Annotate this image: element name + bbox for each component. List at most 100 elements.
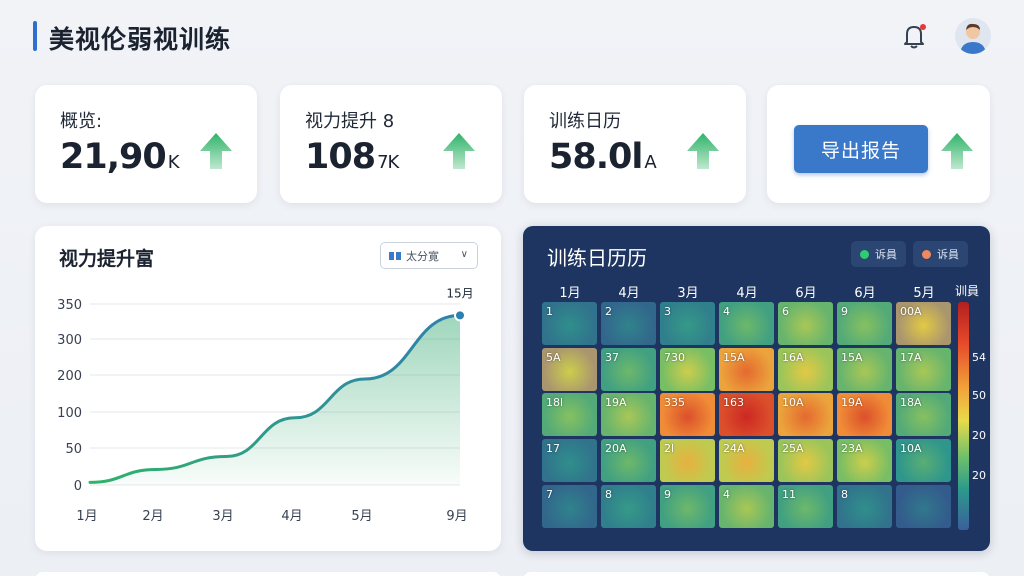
scale-label: 20 [972,469,986,482]
heatmap-cell-label: 335 [664,396,685,409]
heatmap-cell-label: 5A [546,351,561,364]
heatmap-cell-label: 17A [900,351,922,364]
heatmap-cell[interactable]: 15A [719,348,774,391]
user-avatar-icon[interactable] [955,18,991,54]
heatmap-cell[interactable]: 2l [660,439,715,482]
heatmap-cell[interactable]: 335 [660,393,715,436]
heatmap-cell-label: 19A [605,396,627,409]
legend-item[interactable]: 诉員 [913,241,968,267]
heatmap-cell-label: 18A [900,396,922,409]
heatmap-cell-label: 2l [664,442,675,455]
heatmap-cell[interactable]: 8 [837,485,892,528]
heatmap-cell-label: 17 [546,442,560,455]
scale-title: 训員 [955,284,980,298]
scale-label: 50 [972,389,986,402]
arrow-up-icon [687,133,719,169]
heatmap-cell[interactable]: 2 [601,302,656,345]
heatmap-cell[interactable]: 7 [542,485,597,528]
heatmap-cell-label: 19A [841,396,863,409]
bottom-card-right [523,572,990,576]
export-card: 导出报告 [767,85,990,203]
legend-dot [860,249,869,259]
y-tick-label: 200 [57,369,82,384]
series-line [88,313,462,484]
heatmap-cell-label: 15A [841,351,863,364]
legend-label: 诉員 [875,248,897,261]
heatmap-cell[interactable]: 15A [837,348,892,391]
heatmap-cell[interactable]: 10A [778,393,833,436]
heatmap-cell[interactable]: 8 [601,485,656,528]
export-report-button[interactable]: 导出报告 [794,125,928,173]
x-tick-label: 5月 [351,509,372,524]
x-tick-label: 4月 [281,509,302,524]
heatmap-cell[interactable]: 16A [778,348,833,391]
stat-value: 58.0l A [549,137,657,177]
heatmap-cell-label: 9 [664,488,671,501]
heatmap-cell[interactable]: 18l [542,393,597,436]
stat-label: 概览: [60,111,103,132]
heatmap-cell-label: 24A [723,442,745,455]
heatmap-cell[interactable]: 3 [660,302,715,345]
heatmap-cell[interactable]: 11 [778,485,833,528]
heatmap-cell-label: 37 [605,351,619,364]
heatmap-cell-label: 00A [900,305,922,318]
heatmap-cell[interactable]: 25A [778,439,833,482]
month-label: 6月 [854,286,876,301]
y-tick-label: 50 [65,442,82,457]
end-label: 15月 [446,286,473,300]
heatmap-cell[interactable]: 00A [896,302,951,345]
heatmap-cell[interactable]: 19A [601,393,656,436]
heatmap-cell[interactable]: 9 [660,485,715,528]
stat-value: 21,90 K [60,137,180,177]
heatmap-cell-label: 10A [900,442,922,455]
chart-range-select[interactable]: 太分寛 ∨ [380,242,478,269]
y-tick-label: 350 [57,298,82,313]
heatmap-cell-label: 9 [841,305,848,318]
heatmap-cell[interactable] [896,485,951,528]
heatmap-cell-label: 8 [841,488,848,501]
heatmap-cell[interactable]: 4 [719,302,774,345]
heatmap-cell[interactable]: 17 [542,439,597,482]
arrow-up-icon [941,133,973,169]
scale-label: 20 [972,429,986,442]
bottom-card-left [35,572,501,576]
heatmap-cell[interactable]: 20A [601,439,656,482]
heatmap-cell-label: 6 [782,305,789,318]
heatmap-cell[interactable]: 4 [719,485,774,528]
line-chart: 350 300 200 100 50 0 1月 2月 3月 4月 5月 9月 15月 [57,286,473,524]
heatmap-title: 训练日历历 [547,246,647,270]
legend-item[interactable]: 诉員 [851,241,906,267]
heatmap-cell[interactable]: 24A [719,439,774,482]
heatmap-cell-label: 2 [605,305,612,318]
heatmap-cell[interactable]: 18A [896,393,951,436]
heatmap-cell[interactable]: 17A [896,348,951,391]
heatmap-cell[interactable]: 163 [719,393,774,436]
app-title: 美视伦弱视训练 [49,25,232,54]
chart-area [90,315,460,485]
heatmap-cell-label: 3 [664,305,671,318]
chart-title: 视力提升富 [59,248,155,270]
heatmap-cell-label: 163 [723,396,744,409]
heatmap-cell[interactable]: 37 [601,348,656,391]
heatmap-cell-label: 8 [605,488,612,501]
month-label: 4月 [736,286,758,301]
heatmap-cell[interactable]: 1 [542,302,597,345]
heatmap-cell-label: 20A [605,442,627,455]
y-tick-label: 300 [57,333,82,348]
stat-value: 108 7K [305,137,399,177]
heatmap-cell[interactable]: 5A [542,348,597,391]
y-tick-label: 0 [74,479,82,494]
heatmap-cell[interactable]: 6 [778,302,833,345]
heatmap-cell[interactable]: 19A [837,393,892,436]
heatmap-cell-label: 23A [841,442,863,455]
heatmap-cell-label: 4 [723,488,730,501]
title-accent-bar [33,21,37,51]
select-value: 太分寛 [406,249,439,263]
heatmap-cell[interactable]: 10A [896,439,951,482]
heatmap-cell[interactable]: 23A [837,439,892,482]
heatmap-cell[interactable]: 730 [660,348,715,391]
bell-icon[interactable] [898,20,930,52]
stat-card-calendar: 训练日历 58.0l A [524,85,746,203]
heatmap-cell[interactable]: 9 [837,302,892,345]
heatmap-cell-label: 15A [723,351,745,364]
